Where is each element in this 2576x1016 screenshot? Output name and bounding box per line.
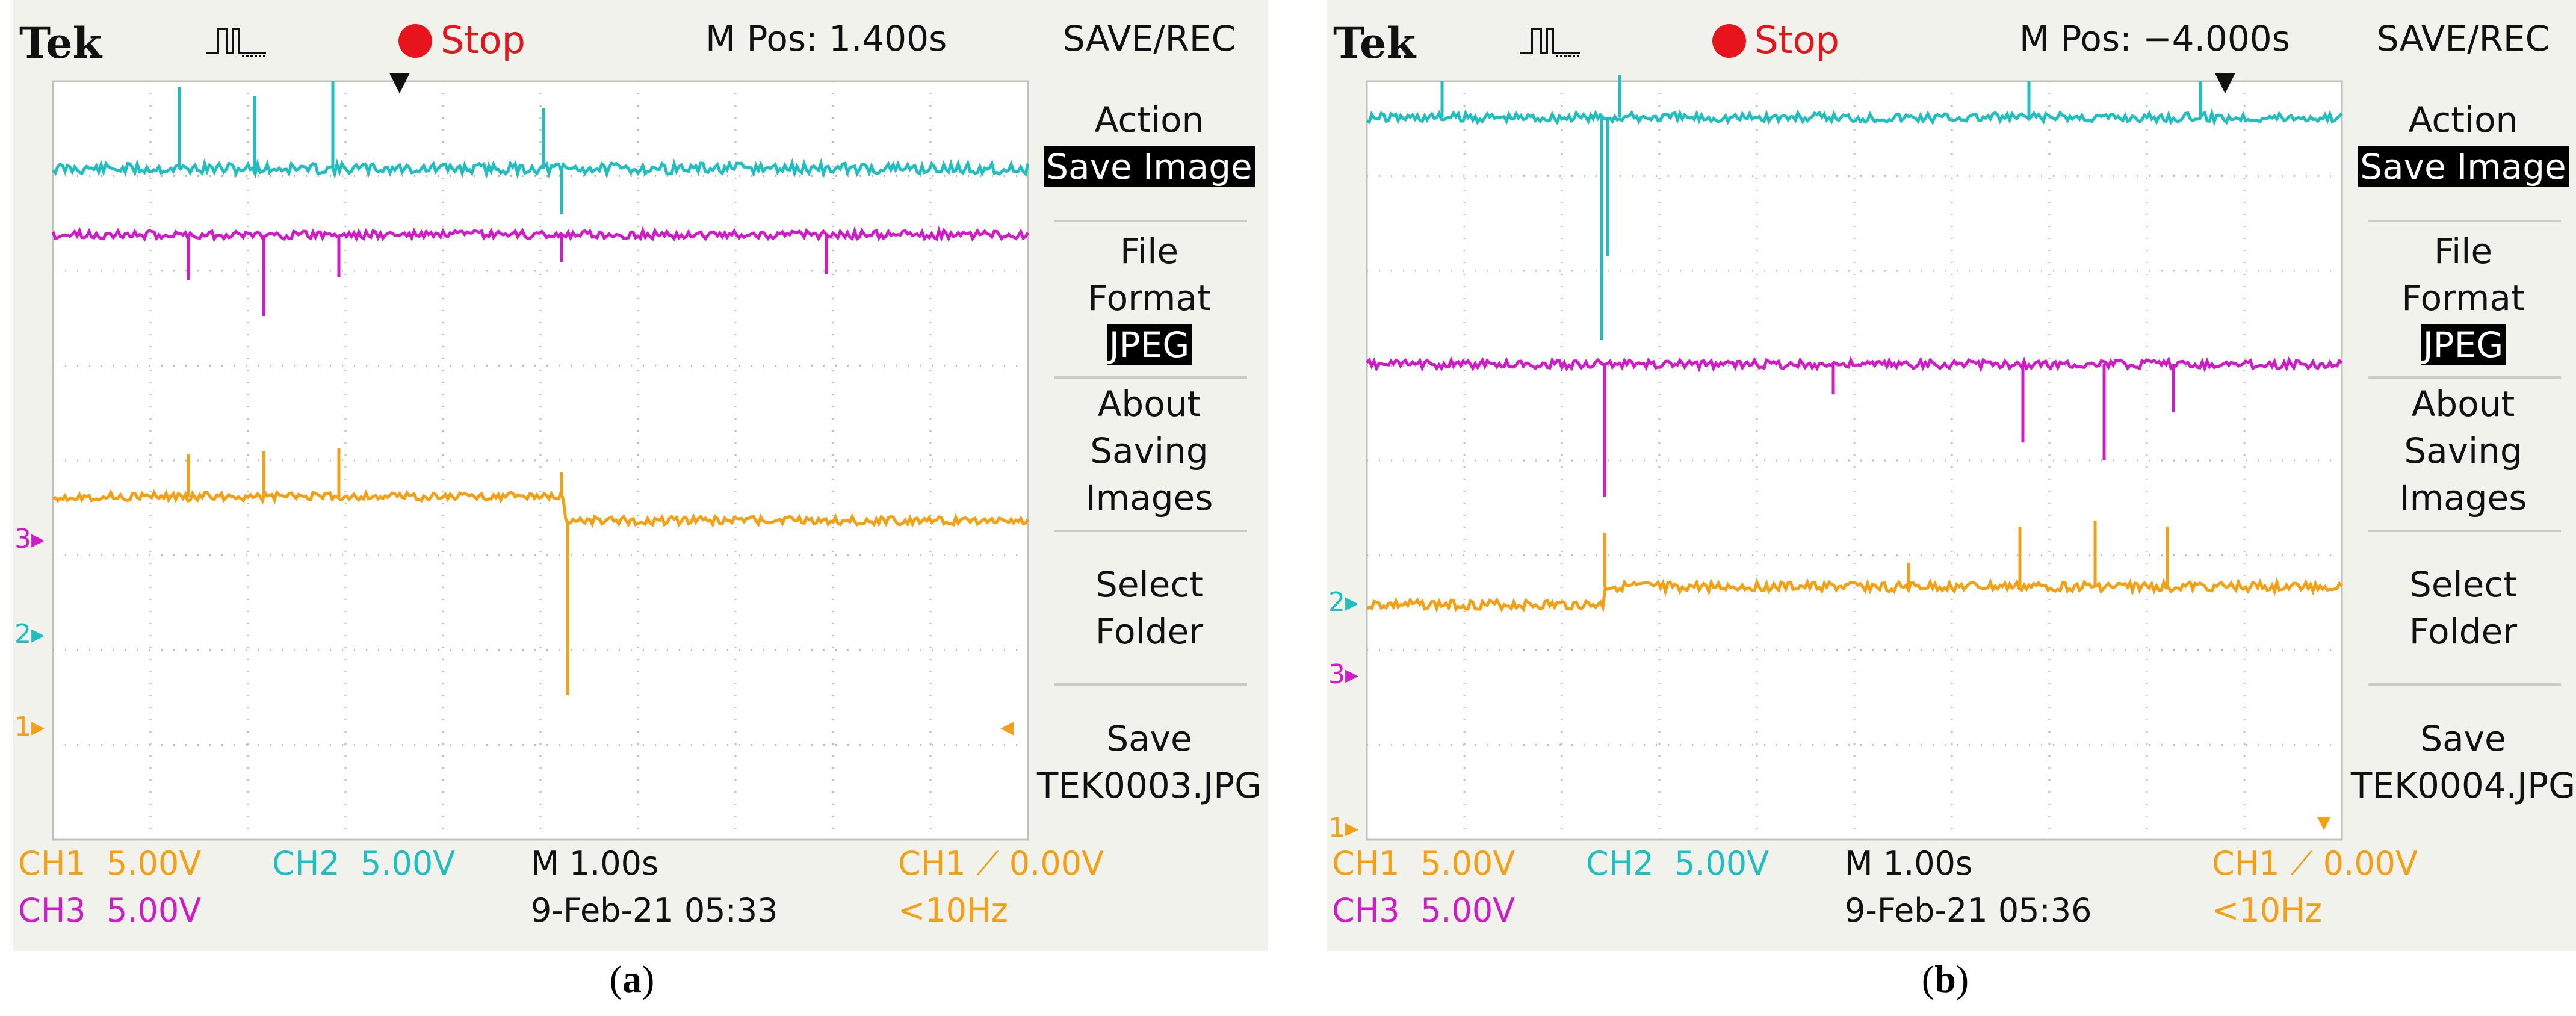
menu-select-1: Select xyxy=(2409,564,2517,605)
ch2-scale: CH2 5.00V xyxy=(272,844,456,882)
trigger-position-marker: ▼ xyxy=(389,66,410,97)
trigger-level-marker: ▾ xyxy=(2317,807,2331,837)
menu-save-2: TEK0004.JPG xyxy=(2350,765,2576,806)
ch1-ground-marker: 1▸ xyxy=(1328,813,1359,843)
menu-file-label-1: File xyxy=(1119,231,1179,271)
tek-logo: Tek xyxy=(1333,18,1416,68)
menu-title: SAVE/REC xyxy=(1062,18,1236,59)
trigger-position-marker: ▼ xyxy=(2215,66,2235,97)
menu-divider xyxy=(2368,530,2561,532)
menu-divider xyxy=(2368,376,2561,379)
ch1-trace xyxy=(1366,577,2343,613)
menu-about-3: Images xyxy=(1085,477,1213,518)
timestamp: 9-Feb-21 05:36 xyxy=(1845,891,2092,929)
menu-select-folder[interactable]: Select Folder xyxy=(1030,561,1268,655)
menu-about-1: About xyxy=(2411,383,2515,424)
stop-indicator-icon xyxy=(398,24,432,58)
waveform-screen xyxy=(1366,75,2343,841)
menu-select-1: Select xyxy=(1095,564,1203,605)
menu-save-2: TEK0003.JPG xyxy=(1036,765,1262,806)
menu-action-label: Action xyxy=(1094,99,1204,140)
trigger-readout: CH1 ⟋ 0.00V xyxy=(898,844,1104,882)
ch3-scale: CH3 5.00V xyxy=(1332,891,1516,929)
run-state: Stop xyxy=(1754,18,1839,62)
menu-action-value: Save Image xyxy=(2358,146,2569,187)
ch1-scale: CH1 5.00V xyxy=(18,844,202,882)
timestamp: 9-Feb-21 05:33 xyxy=(531,891,778,929)
menu-divider xyxy=(1054,530,1247,532)
menu-file-format[interactable]: File Format JPEG xyxy=(2344,228,2576,368)
menu-divider xyxy=(1054,376,1247,379)
menu-select-2: Folder xyxy=(2409,611,2518,652)
menu-save-1: Save xyxy=(1106,718,1192,759)
menu-save-1: Save xyxy=(2420,718,2506,759)
menu-about-saving[interactable]: About Saving Images xyxy=(1030,380,1268,521)
menu-select-2: Folder xyxy=(1095,611,1204,652)
oscilloscope-screenshot-b: Tek Stop M Pos: −4.000s 2▸ 3▸ 1▸ ▾ ▼ SAV… xyxy=(1327,0,2576,951)
menu-about-3: Images xyxy=(2399,477,2527,518)
ch2-trace xyxy=(52,158,1030,179)
trigger-pulse-icon xyxy=(1520,28,1580,57)
m-pos-readout: M Pos: 1.400s xyxy=(705,18,947,59)
save-rec-menu: SAVE/REC Action Save Image File Format J… xyxy=(2344,0,2576,951)
stop-indicator-icon xyxy=(1712,24,1746,58)
menu-file-value: JPEG xyxy=(1106,324,1192,365)
ch3-trace xyxy=(51,225,1030,243)
ch2-scale: CH2 5.00V xyxy=(1586,844,1769,882)
menu-file-label-2: Format xyxy=(1088,277,1211,318)
caption-b: (b) xyxy=(1921,958,1969,1000)
save-rec-menu: SAVE/REC Action Save Image File Format J… xyxy=(1030,0,1268,951)
screen-border xyxy=(1366,80,2343,841)
menu-file-label-1: File xyxy=(2433,231,2493,271)
ch3-trace xyxy=(1366,356,2343,373)
menu-file-label-2: Format xyxy=(2401,277,2525,318)
oscilloscope-screenshot-a: Tek Stop M Pos: 1.400s 3▸ 2▸ 1▸ ◂ ▼ SAVE… xyxy=(13,0,1268,951)
trigger-readout: CH1 ⟋ 0.00V xyxy=(2212,844,2418,882)
caption-a: (a) xyxy=(609,958,655,1000)
menu-action-label: Action xyxy=(2408,99,2518,140)
graticule xyxy=(51,80,1030,841)
tek-logo: Tek xyxy=(19,18,102,68)
menu-divider xyxy=(1054,220,1247,222)
menu-action[interactable]: Action Save Image xyxy=(2344,96,2576,190)
menu-file-format[interactable]: File Format JPEG xyxy=(1030,228,1268,368)
trigger-frequency: <10Hz xyxy=(2212,891,2322,929)
menu-title: SAVE/REC xyxy=(2376,18,2550,59)
menu-about-2: Saving xyxy=(1090,430,1209,471)
ch1-ground-marker: 1▸ xyxy=(14,711,45,742)
ch1-trace xyxy=(52,488,1030,528)
menu-select-folder[interactable]: Select Folder xyxy=(2344,561,2576,655)
menu-about-saving[interactable]: About Saving Images xyxy=(2344,380,2576,521)
graticule xyxy=(1366,75,2343,841)
menu-about-2: Saving xyxy=(2404,430,2522,471)
trigger-level-marker: ◂ xyxy=(1000,711,1014,742)
menu-save[interactable]: Save TEK0003.JPG xyxy=(1030,715,1268,809)
screen-border xyxy=(52,80,1029,841)
menu-divider xyxy=(2368,220,2561,222)
ch3-ground-marker: 3▸ xyxy=(14,524,45,554)
waveform-screen xyxy=(51,80,1030,841)
menu-divider xyxy=(2368,683,2561,686)
trigger-pulse-icon xyxy=(206,28,266,57)
ch2-ground-marker: 2▸ xyxy=(1328,587,1359,618)
menu-action-value: Save Image xyxy=(1044,146,1255,187)
m-pos-readout: M Pos: −4.000s xyxy=(2019,18,2290,59)
ch2-trace xyxy=(1366,108,2343,127)
menu-divider xyxy=(1054,683,1247,686)
menu-file-value: JPEG xyxy=(2420,324,2506,365)
menu-save[interactable]: Save TEK0004.JPG xyxy=(2344,715,2576,809)
timebase: M 1.00s xyxy=(531,844,659,882)
timebase: M 1.00s xyxy=(1845,844,1973,882)
ch3-ground-marker: 3▸ xyxy=(1328,659,1359,690)
menu-action[interactable]: Action Save Image xyxy=(1030,96,1268,190)
menu-about-1: About xyxy=(1097,383,1201,424)
run-state: Stop xyxy=(441,18,525,62)
ch1-scale: CH1 5.00V xyxy=(1332,844,1516,882)
ch2-ground-marker: 2▸ xyxy=(14,619,45,649)
ch3-scale: CH3 5.00V xyxy=(18,891,202,929)
trigger-frequency: <10Hz xyxy=(898,891,1008,929)
